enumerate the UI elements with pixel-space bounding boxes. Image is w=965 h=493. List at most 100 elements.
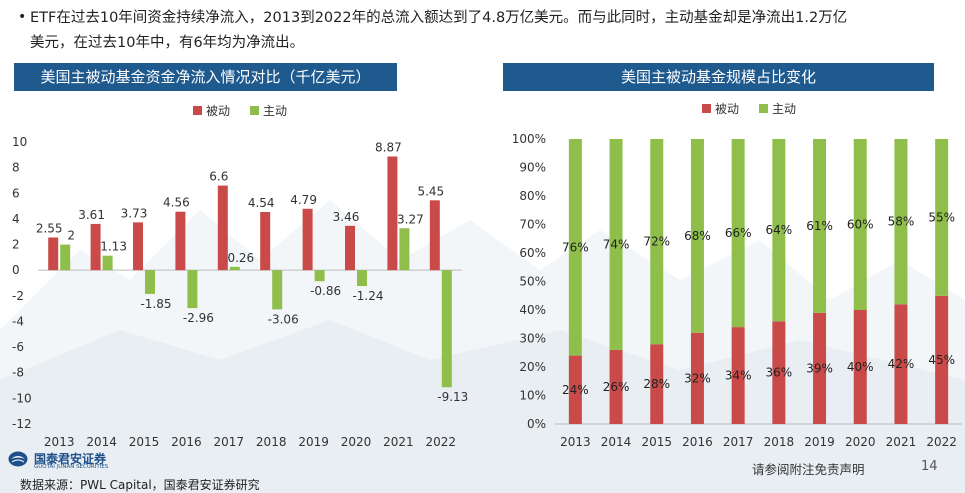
data-label-passive-2020: 40% <box>847 360 874 374</box>
stack-passive-2013 <box>568 355 582 424</box>
data-label-passive-2017: 6.6 <box>209 170 228 184</box>
bullet-line-1: ETF在过去10年间资金持续净流入，2013到2022年的总流入额达到了4.8万… <box>30 10 848 26</box>
bar-active-2013 <box>60 244 71 271</box>
stack-active-2020 <box>853 139 867 310</box>
x-tick-label-2017: 2017 <box>723 435 754 449</box>
stack-active-2019 <box>813 139 827 313</box>
data-label-passive-2013: 24% <box>562 383 589 397</box>
data-label-active-2014: 74% <box>603 237 630 251</box>
x-tick-label-2019: 2019 <box>298 435 329 449</box>
x-tick-label-2016: 2016 <box>171 435 202 449</box>
x-tick-label-2021: 2021 <box>383 435 414 449</box>
stack-passive-2020 <box>853 310 867 424</box>
legend-label-active: 主动 <box>263 104 287 118</box>
data-label-active-2021: 58% <box>888 215 915 229</box>
y-tick-label: 6 <box>12 186 20 200</box>
data-label-active-2016: -2.96 <box>183 311 214 325</box>
stack-passive-2014 <box>609 349 623 424</box>
data-label-active-2022: -9.13 <box>437 390 468 404</box>
bar-passive-2019 <box>302 208 313 271</box>
y-tick-label: -4 <box>12 314 24 328</box>
y-tick-label: 30% <box>519 332 546 346</box>
data-label-passive-2019: 4.79 <box>290 193 317 207</box>
data-source-note: 数据来源：PWL Capital，国泰君安证券研究 <box>20 478 260 492</box>
x-tick-label-2021: 2021 <box>886 435 917 449</box>
bar-passive-2021 <box>387 156 398 271</box>
bar-passive-2017 <box>217 185 228 271</box>
stack-active-2022 <box>935 139 949 296</box>
data-label-active-2019: 61% <box>806 219 833 233</box>
right-chart-title: 美国主被动基金规模占比变化 <box>503 63 934 91</box>
x-tick-label-2014: 2014 <box>86 435 117 449</box>
data-label-active-2022: 55% <box>928 210 955 224</box>
bullet-dot: • <box>18 9 27 25</box>
data-label-passive-2013: 2.55 <box>36 221 63 235</box>
bar-active-2018 <box>272 270 283 310</box>
stack-passive-2021 <box>894 304 908 424</box>
x-tick-label-2019: 2019 <box>804 435 835 449</box>
bar-passive-2020 <box>345 225 355 271</box>
stack-active-2016 <box>690 139 704 333</box>
logo-subtitle: GUOTAI JUNAN SECURITIES <box>34 464 109 470</box>
y-tick-label: 10 <box>12 135 27 149</box>
x-tick-label-2018: 2018 <box>256 435 287 449</box>
x-tick-label-2022: 2022 <box>426 435 457 449</box>
legend-label-passive: 被动 <box>206 104 230 118</box>
stack-passive-2017 <box>731 327 745 424</box>
y-tick-label: -6 <box>12 340 24 354</box>
x-tick-label-2013: 2013 <box>560 435 591 449</box>
data-label-passive-2021: 8.87 <box>375 140 402 154</box>
bar-active-2020 <box>357 270 367 287</box>
legend-swatch-active <box>250 106 259 115</box>
y-tick-label: -10 <box>12 391 32 405</box>
disclaimer-link[interactable]: 请参阅附注免责声明 <box>752 462 865 477</box>
x-tick-label-2022: 2022 <box>926 435 957 449</box>
data-label-passive-2015: 28% <box>643 377 670 391</box>
x-tick-label-2017: 2017 <box>214 435 245 449</box>
bar-passive-2022 <box>429 200 440 271</box>
data-label-passive-2021: 42% <box>888 357 915 371</box>
y-tick-label: 20% <box>519 360 546 374</box>
data-label-active-2021: 3.27 <box>397 212 424 226</box>
data-label-passive-2015: 3.73 <box>121 206 148 220</box>
x-tick-label-2015: 2015 <box>641 435 672 449</box>
stack-active-2017 <box>731 139 745 328</box>
data-label-active-2018: -3.06 <box>268 312 299 326</box>
data-label-passive-2018: 36% <box>766 366 793 380</box>
legend-swatch-active <box>759 104 768 113</box>
data-label-passive-2016: 32% <box>684 371 711 385</box>
data-label-passive-2020: 3.46 <box>333 210 360 224</box>
y-tick-label: 40% <box>519 303 546 317</box>
data-label-active-2020: -1.24 <box>352 289 383 303</box>
data-label-active-2019: -0.86 <box>310 284 341 298</box>
data-label-passive-2019: 39% <box>806 361 833 375</box>
data-label-active-2017: 0.26 <box>227 251 254 265</box>
y-tick-label: -8 <box>12 366 24 380</box>
bar-passive-2014 <box>90 223 101 271</box>
data-label-active-2014: 1.13 <box>100 240 127 254</box>
y-tick-label: 0% <box>527 417 546 431</box>
y-tick-label: 0 <box>12 263 20 277</box>
x-tick-label-2015: 2015 <box>129 435 160 449</box>
logo-icon <box>8 451 28 467</box>
stack-passive-2022 <box>935 295 949 424</box>
data-label-active-2015: -1.85 <box>140 297 171 311</box>
legend-swatch-passive <box>702 104 711 113</box>
bar-active-2015 <box>145 270 155 294</box>
x-tick-label-2016: 2016 <box>682 435 713 449</box>
y-tick-label: 100% <box>512 132 546 146</box>
data-label-active-2020: 60% <box>847 218 874 232</box>
y-tick-label: 2 <box>12 238 20 252</box>
bar-active-2022 <box>441 270 452 388</box>
bullet-line-2: 美元，在过去10年中，有6年均为净流出。 <box>30 35 305 51</box>
page-number: 14 <box>921 459 938 474</box>
data-label-passive-2017: 34% <box>725 369 752 383</box>
data-label-passive-2018: 4.54 <box>248 196 275 210</box>
bar-active-2017 <box>229 266 240 271</box>
data-label-active-2017: 66% <box>725 226 752 240</box>
y-tick-label: 10% <box>519 389 546 403</box>
left-legend: 被动 主动 <box>193 104 287 118</box>
data-label-active-2016: 68% <box>684 229 711 243</box>
